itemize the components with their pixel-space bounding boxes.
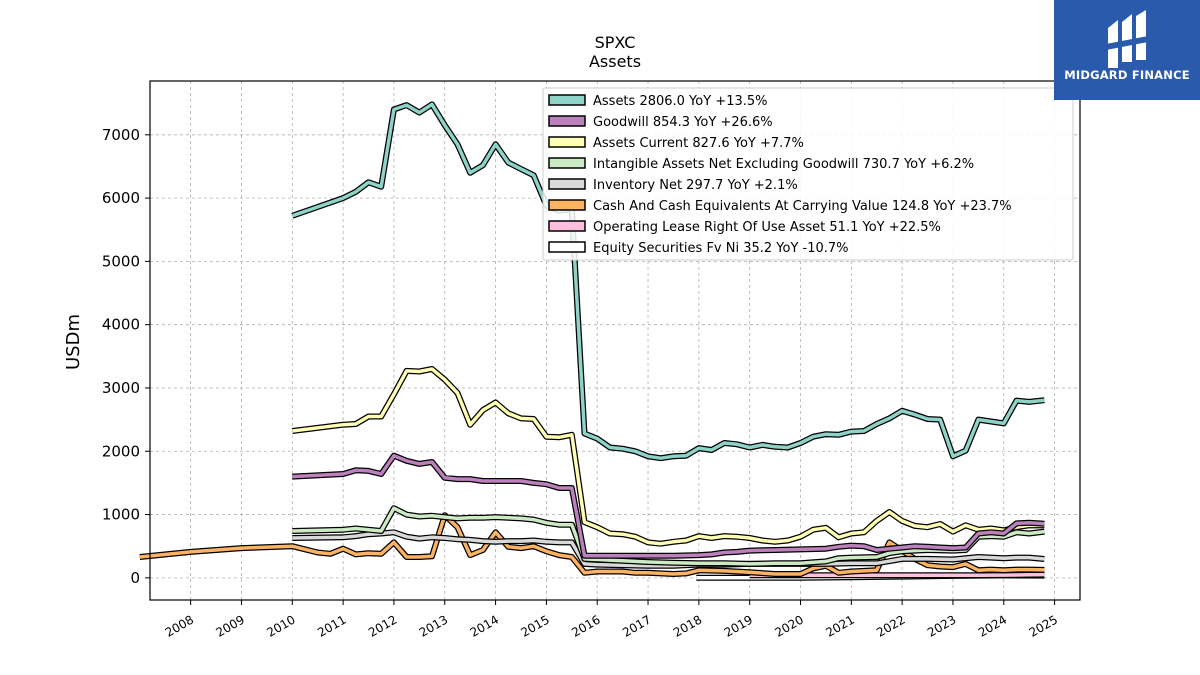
series-line	[291, 102, 1045, 460]
legend-swatch	[548, 94, 586, 106]
y-tick-label: 5000	[102, 252, 140, 270]
x-tick-label: 2015	[518, 612, 551, 639]
series-line	[292, 367, 1045, 546]
brand-logo: MIDGARD FINANCE	[1054, 0, 1200, 100]
y-tick-label: 3000	[102, 379, 140, 397]
y-tick-label: 2000	[102, 442, 140, 460]
legend-swatch	[548, 178, 586, 190]
legend-swatch	[548, 157, 586, 169]
legend-box	[542, 87, 1074, 261]
legend-swatch	[548, 220, 586, 232]
y-tick-label: 1000	[102, 506, 140, 524]
x-tick-label: 2016	[569, 612, 602, 639]
legend-label: Intangible Assets Net Excluding Goodwill…	[593, 157, 974, 172]
x-axis: 2008 2009 2010 2011 2012 2013 2014 2015 2016 2017…	[163, 600, 1060, 640]
legend-label: Assets Current 827.6 YoY +7.7%	[593, 136, 804, 151]
x-tick-label: 2013	[417, 612, 450, 639]
y-tick-label: 0	[130, 569, 140, 587]
legend-swatch	[548, 241, 586, 253]
x-tick-label: 2019	[722, 612, 755, 639]
x-tick-label: 2010	[264, 612, 297, 639]
series-5	[139, 512, 1045, 577]
x-tick-label: 2011	[315, 612, 348, 639]
series-line	[139, 513, 1045, 576]
x-tick-label: 2012	[366, 612, 399, 639]
y-tick-label: 6000	[102, 189, 140, 207]
x-tick-label: 2024	[976, 612, 1009, 639]
legend-label: Inventory Net 297.7 YoY +2.1%	[593, 178, 798, 193]
logo-mark-icon	[1106, 10, 1148, 68]
y-tick-label: 7000	[102, 126, 140, 144]
series-2	[291, 366, 1045, 547]
chart-title: SPXC	[595, 33, 636, 52]
x-tick-label: 2017	[620, 612, 653, 639]
series-layer	[139, 101, 1045, 581]
x-tick-label: 2021	[823, 612, 856, 639]
series-4	[292, 529, 1045, 569]
x-tick-label: 2018	[671, 612, 704, 639]
legend-label: Goodwill 854.3 YoY +26.6%	[593, 115, 773, 130]
x-tick-label: 2009	[214, 612, 247, 639]
series-line	[292, 530, 1045, 568]
y-tick-label: 4000	[102, 316, 140, 334]
legend-swatch	[548, 136, 586, 148]
series-line	[292, 453, 1045, 558]
brand-name: MIDGARD FINANCE	[1064, 68, 1190, 82]
x-tick-label: 2014	[468, 612, 501, 639]
series-1	[292, 452, 1045, 559]
plot-frame	[149, 80, 1081, 601]
y-axis: 0 1000 2000 3000 4000 5000 6000 7000	[102, 126, 150, 587]
legend-label: Assets 2806.0 YoY +13.5%	[593, 94, 768, 109]
legend-label: Cash And Cash Equivalents At Carrying Va…	[593, 199, 1012, 214]
chart-subtitle: Assets	[589, 52, 641, 71]
x-tick-label: 2008	[163, 612, 196, 639]
legend-label: Operating Lease Right Of Use Asset 51.1 …	[593, 220, 941, 235]
legend: Assets 2806.0 YoY +13.5% Goodwill 854.3 Y…	[542, 87, 1074, 261]
y-axis-label: USDm	[63, 314, 84, 370]
x-tick-label: 2025	[1027, 612, 1060, 639]
series-0	[291, 101, 1045, 462]
legend-swatch	[548, 199, 586, 211]
legend-swatch	[548, 115, 586, 127]
legend-label: Equity Securities Fv Ni 35.2 YoY -10.7%	[593, 241, 849, 256]
x-tick-label: 2023	[925, 612, 958, 639]
x-tick-label: 2022	[874, 612, 907, 639]
x-tick-label: 2020	[773, 612, 806, 639]
